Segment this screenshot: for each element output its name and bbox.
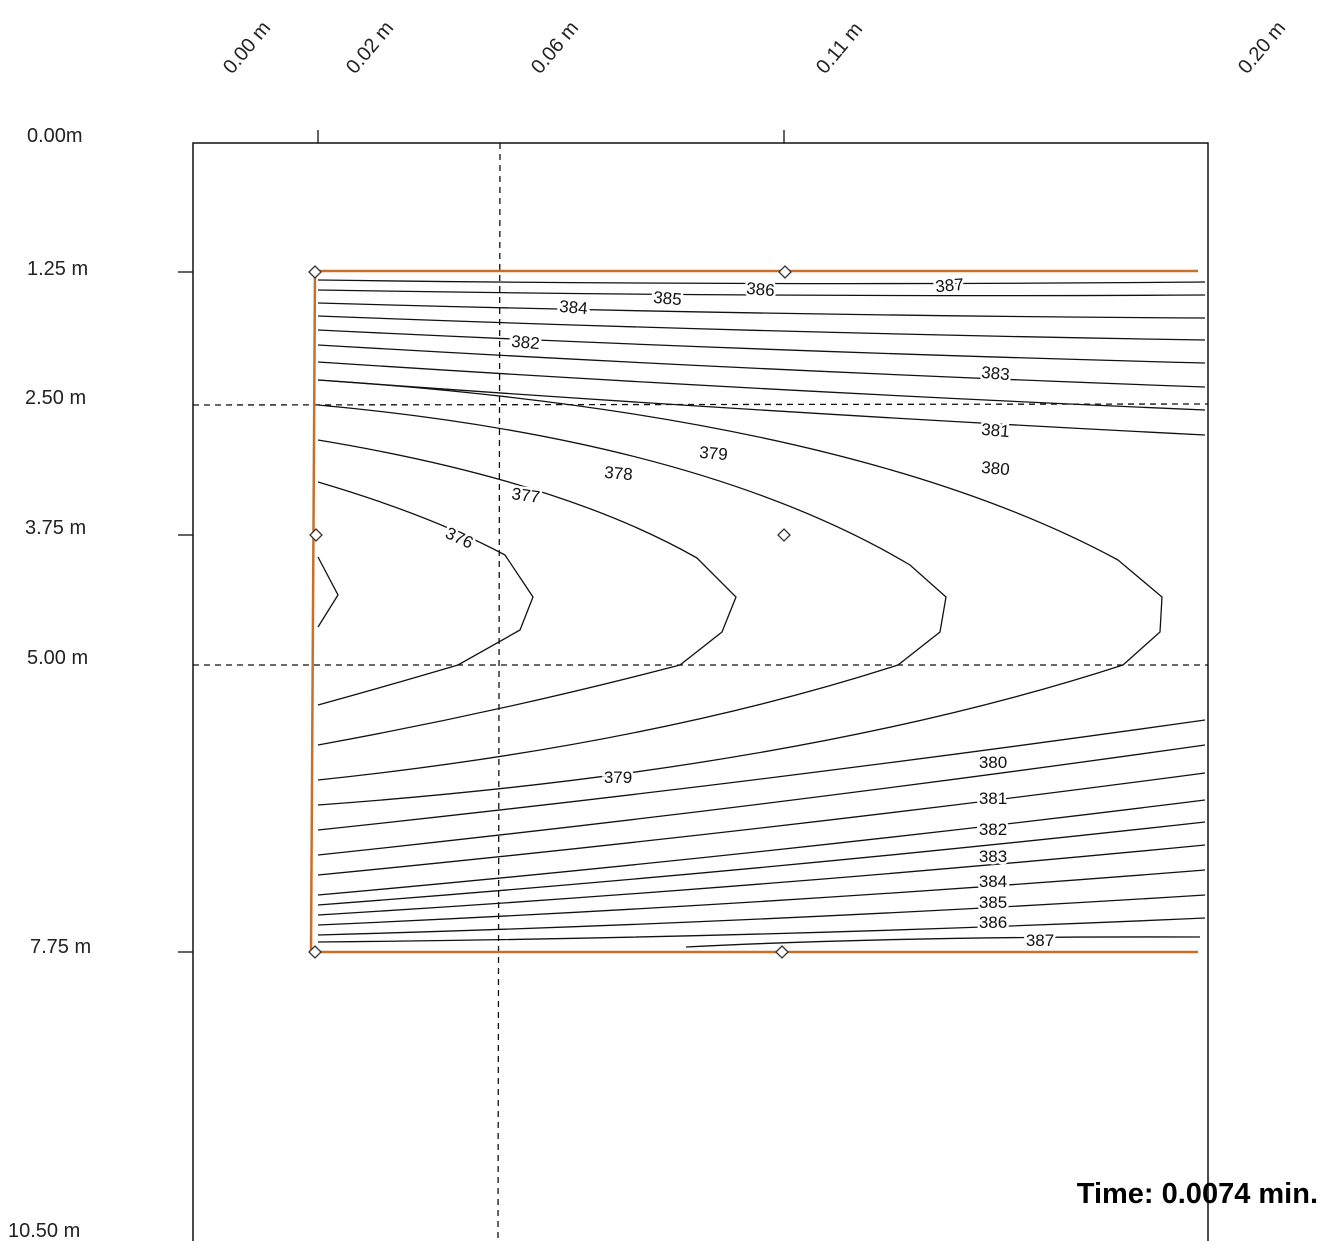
contour-line xyxy=(317,917,1206,943)
contour-lines xyxy=(317,279,1206,948)
contour-label: 379 xyxy=(699,443,729,464)
contour-line xyxy=(317,344,1206,388)
contour-line xyxy=(317,772,1206,876)
boundary xyxy=(309,269,1198,954)
contour-label: 381 xyxy=(981,420,1011,441)
contour-label: 385 xyxy=(653,288,683,309)
contour-line xyxy=(317,821,1206,906)
y-label: 10.50 m xyxy=(8,1220,80,1241)
y-label: 2.50 m xyxy=(25,387,86,409)
contour-line xyxy=(317,315,1206,341)
x-label: 0.00 m xyxy=(219,17,275,78)
contour-label: 384 xyxy=(979,872,1007,891)
y-label: 7.75 m xyxy=(30,936,91,958)
contour-line xyxy=(317,279,1206,285)
contour-label: 381 xyxy=(979,789,1007,808)
contour-line xyxy=(317,844,1206,916)
contour-label: 383 xyxy=(979,847,1007,866)
contour-label: 387 xyxy=(935,275,965,296)
contour-line xyxy=(317,719,1206,831)
contour-label: 387 xyxy=(1026,931,1054,950)
contour-label: 386 xyxy=(979,913,1007,932)
contour-label: 384 xyxy=(559,297,589,318)
contour-label: 382 xyxy=(511,332,541,353)
time-label: Time: 0.0074 min. xyxy=(1077,1178,1318,1210)
y-label: 1.25 m xyxy=(27,258,88,280)
y-label: 0.00m xyxy=(27,125,83,147)
contour-label: 380 xyxy=(979,753,1007,772)
frame xyxy=(192,142,1209,1241)
x-label: 0.20 m xyxy=(1234,17,1290,78)
grid-dashes xyxy=(192,142,1209,1241)
ticks xyxy=(178,130,785,953)
contour-label: 385 xyxy=(979,893,1007,912)
x-label: 0.06 m xyxy=(527,17,583,78)
contour-label: 379 xyxy=(604,768,632,787)
contour-label: 386 xyxy=(746,279,776,300)
contour-line xyxy=(317,744,1206,856)
contour-label: 383 xyxy=(981,363,1011,384)
contour-label: 376 xyxy=(442,523,476,552)
contour-line xyxy=(317,869,1206,926)
y-axis-labels: 0.00m 1.25 m 2.50 m 3.75 m 5.00 m 7.75 m… xyxy=(8,125,91,1241)
x-label: 0.02 m xyxy=(342,17,398,78)
contour-line xyxy=(317,799,1206,896)
contour-line xyxy=(317,302,1206,319)
contour-label: 380 xyxy=(981,458,1011,479)
contour-label: 382 xyxy=(979,820,1007,839)
contour-label: 378 xyxy=(604,463,634,484)
x-label: 0.11 m xyxy=(812,18,867,78)
contour-line xyxy=(317,361,1206,411)
contour-line xyxy=(317,329,1206,364)
y-label: 3.75 m xyxy=(25,517,86,539)
contour-line xyxy=(317,289,1206,297)
contour-line xyxy=(317,379,1206,436)
nodes xyxy=(308,265,792,959)
y-label: 5.00 m xyxy=(27,647,88,669)
x-axis-labels: 0.00 m 0.02 m 0.06 m 0.11 m 0.20 m xyxy=(219,17,1290,78)
contour-line xyxy=(317,894,1206,936)
contour-label: 377 xyxy=(510,484,541,507)
